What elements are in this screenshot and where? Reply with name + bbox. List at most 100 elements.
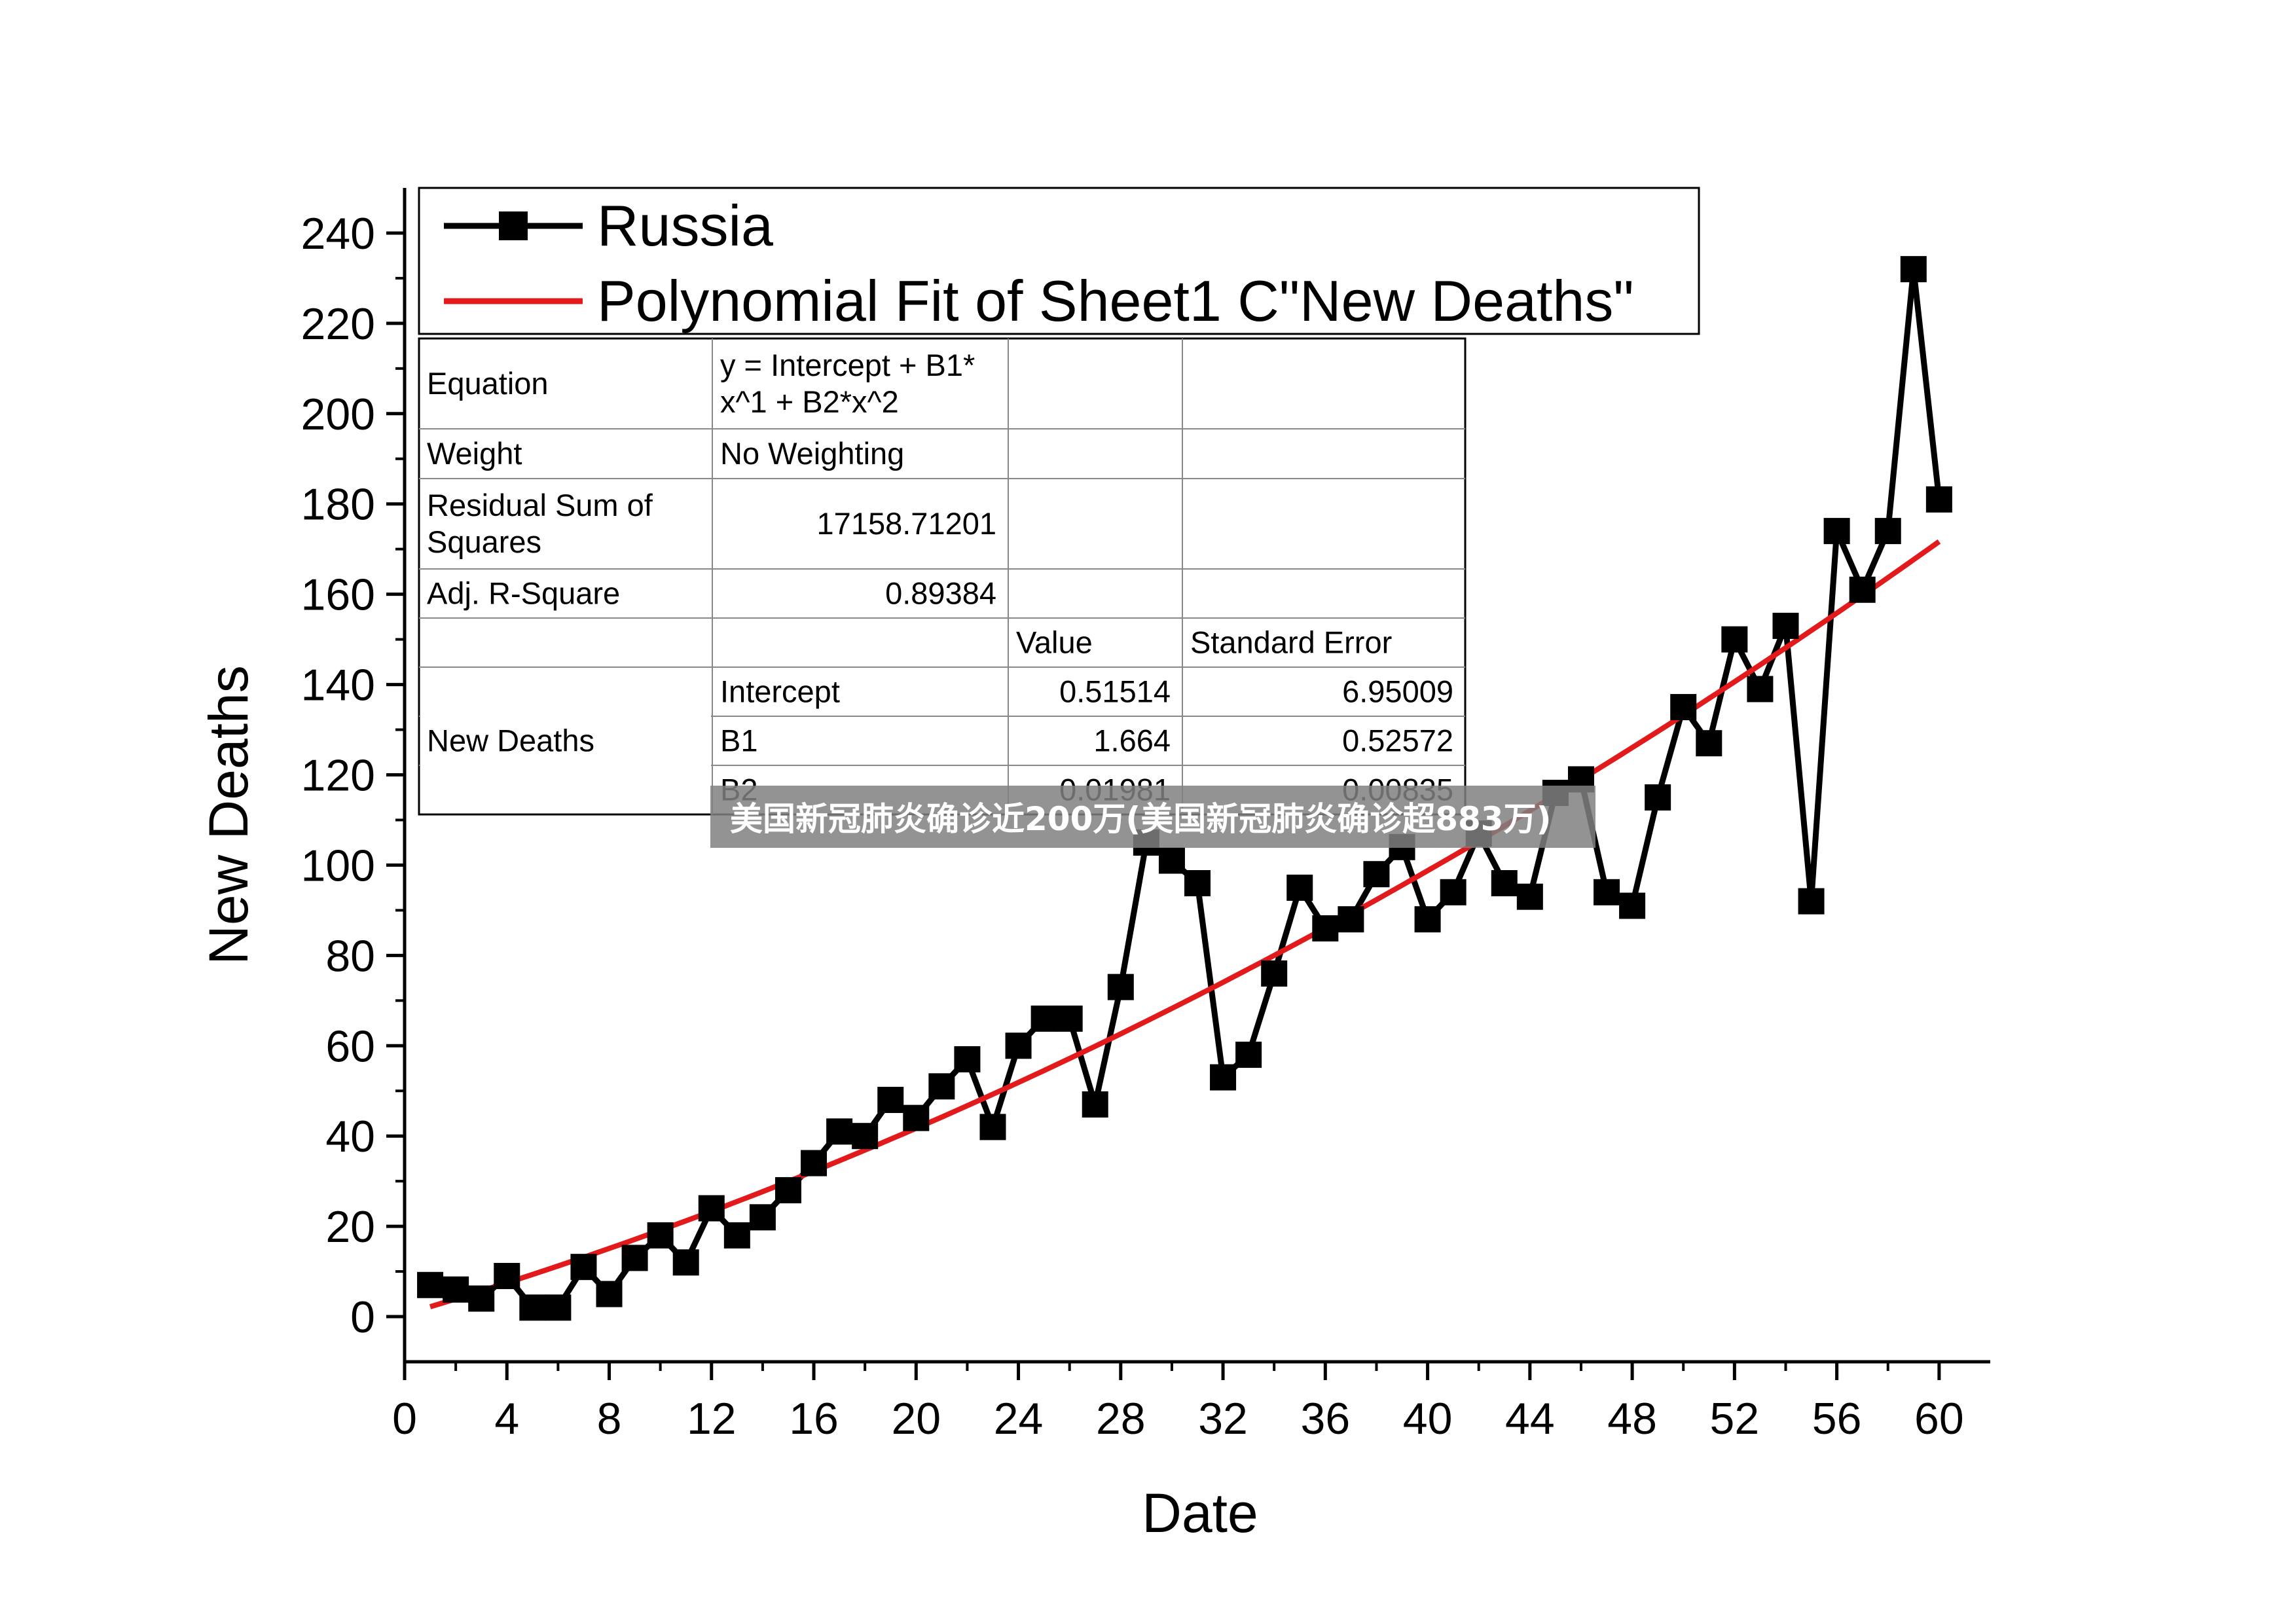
- x-tick-label: 12: [687, 1394, 737, 1444]
- table-cell: 0.51514: [1059, 674, 1171, 709]
- data-point-marker: [1670, 694, 1697, 721]
- data-point-marker: [1772, 612, 1799, 639]
- data-point-marker: [570, 1254, 597, 1281]
- table-cell: Intercept: [720, 674, 840, 709]
- data-point-marker: [1823, 518, 1850, 545]
- data-point-marker: [928, 1073, 955, 1100]
- y-tick-label: 0: [350, 1292, 375, 1342]
- data-point-marker: [621, 1245, 648, 1271]
- table-cell-new-deaths: New Deaths: [427, 723, 594, 758]
- data-point-marker: [979, 1114, 1006, 1140]
- data-point-marker: [596, 1281, 623, 1307]
- y-tick-label: 200: [301, 390, 375, 439]
- data-point-marker: [1338, 906, 1364, 933]
- data-point-marker: [1005, 1032, 1032, 1059]
- x-tick-label: 0: [392, 1394, 417, 1444]
- y-tick-label: 80: [325, 931, 375, 981]
- table-cell: Value: [1016, 625, 1093, 660]
- legend-russia-label: Russia: [597, 193, 773, 258]
- y-axis-ticks: 0 20 40 60 80 100 120 140 160 180 200 220 240: [301, 209, 405, 1342]
- x-tick-label: 52: [1710, 1394, 1760, 1444]
- table-cell: No Weighting: [720, 436, 904, 471]
- fit-statistics-table: Equation y = Intercept + B1*x^1 + B2*x^2 W…: [418, 337, 1467, 816]
- y-tick-label: 180: [301, 480, 375, 530]
- data-point-marker: [1491, 870, 1518, 897]
- x-tick-label: 28: [1096, 1394, 1146, 1444]
- data-point-marker: [1210, 1064, 1237, 1091]
- table-cell: 1.664: [1093, 723, 1171, 758]
- data-point-marker: [1440, 879, 1467, 905]
- table-cell: Adj. R-Square: [427, 576, 620, 611]
- x-tick-label: 36: [1301, 1394, 1351, 1444]
- data-point-marker: [494, 1262, 520, 1289]
- data-point-marker: [1594, 879, 1620, 905]
- table-cell: 0.89384: [885, 576, 996, 611]
- data-point-marker: [749, 1204, 776, 1231]
- data-point-marker: [1261, 960, 1288, 987]
- data-point-marker: [826, 1118, 853, 1145]
- table-cell: Residual Sum of: [427, 488, 653, 522]
- data-point-marker: [903, 1104, 930, 1131]
- x-axis-ticks: 0 4 8 12 16 20 24 28 32 36 40 44 48 52 56 60: [392, 1362, 1964, 1444]
- y-tick-label: 160: [301, 570, 375, 620]
- x-axis-title: Date: [1142, 1482, 1258, 1544]
- data-point-marker: [468, 1285, 495, 1312]
- data-point-marker: [1363, 861, 1390, 888]
- y-tick-label: 20: [325, 1202, 375, 1252]
- table-cell: Standard Error: [1190, 625, 1392, 660]
- data-point-marker: [519, 1294, 546, 1321]
- table-cell: 17158.71201: [817, 506, 996, 541]
- data-point-marker: [1696, 730, 1722, 757]
- watermark: 美国新冠肺炎确诊近200万(美国新冠肺炎确诊超883万): [710, 786, 1595, 848]
- data-point-marker: [723, 1222, 750, 1249]
- data-point-marker: [1158, 847, 1185, 874]
- data-point-marker: [774, 1176, 801, 1203]
- table-cell: 0.52572: [1342, 723, 1453, 758]
- data-point-marker: [1516, 883, 1543, 910]
- table-cell: x^1 + B2*x^2: [720, 384, 899, 419]
- data-point-marker: [1082, 1091, 1108, 1118]
- table-cell: B1: [720, 723, 758, 758]
- x-tick-label: 48: [1607, 1394, 1657, 1444]
- data-point-marker: [1900, 256, 1927, 283]
- x-tick-label: 40: [1403, 1394, 1453, 1444]
- data-point-marker: [1184, 870, 1211, 897]
- x-tick-label: 56: [1812, 1394, 1862, 1444]
- data-point-marker: [1312, 915, 1339, 941]
- y-tick-label: 40: [325, 1112, 375, 1161]
- x-tick-label: 20: [891, 1394, 941, 1444]
- x-tick-label: 4: [494, 1394, 519, 1444]
- x-tick-label: 16: [789, 1394, 839, 1444]
- data-point-marker: [647, 1222, 674, 1249]
- table-cell: Equation: [427, 366, 549, 401]
- x-tick-label: 24: [994, 1394, 1044, 1444]
- y-axis-title: New Deaths: [198, 665, 259, 965]
- data-point-marker: [1798, 888, 1825, 915]
- x-tick-label: 32: [1198, 1394, 1248, 1444]
- table-cell: 6.95009: [1342, 674, 1453, 709]
- table-cell: Weight: [427, 436, 522, 471]
- data-point-marker: [443, 1276, 469, 1303]
- data-series-layer: [417, 256, 1952, 1321]
- merged-cell-bg: [420, 668, 711, 813]
- data-point-marker: [1721, 626, 1748, 653]
- data-point-marker: [417, 1271, 444, 1298]
- data-point-marker: [1235, 1042, 1262, 1068]
- data-point-marker: [1030, 1005, 1057, 1032]
- legend-box: [418, 187, 1700, 335]
- table-cell: Squares: [427, 524, 541, 559]
- y-tick-label: 100: [301, 841, 375, 890]
- y-tick-label: 240: [301, 209, 375, 259]
- y-tick-label: 120: [301, 751, 375, 801]
- data-point-marker: [1645, 784, 1671, 811]
- data-point-marker: [954, 1046, 981, 1072]
- data-point-marker: [1056, 1005, 1083, 1032]
- data-point-marker: [1619, 892, 1646, 919]
- legend-fit-label: Polynomial Fit of Sheet1 C"New Deaths": [597, 268, 1634, 333]
- table-cell: y = Intercept + B1*: [720, 348, 975, 382]
- data-point-marker: [852, 1123, 879, 1150]
- y-tick-label: 140: [301, 661, 375, 710]
- data-point-marker: [877, 1087, 904, 1114]
- y-tick-label: 60: [325, 1021, 375, 1071]
